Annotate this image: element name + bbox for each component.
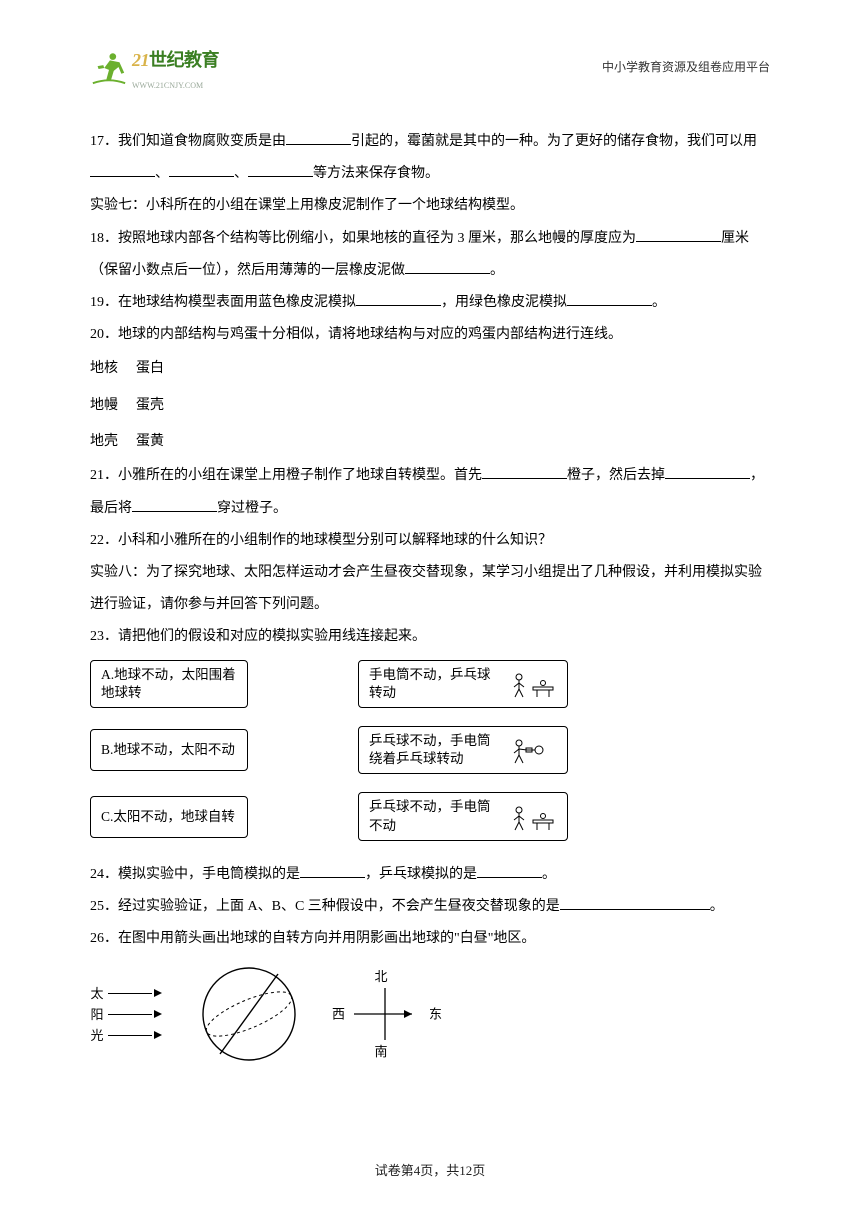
blank [567,289,652,306]
blank [560,893,710,910]
sun-label-2: 阳 [90,1008,104,1021]
match-left-2: 地幔 [90,398,118,413]
logo: 21世纪教育 WWW.21CNJY.COM [90,40,219,96]
q17b-text: 引起的，霉菌就是其中的一种。为了更好的储存食物，我们可以用 [351,134,757,149]
q21-text: 21．小雅所在的小组在课堂上用橙子制作了地球自转模型。首先 [90,468,482,483]
blank [132,495,217,512]
box-a-left: A.地球不动，太阳围着地球转 [90,660,248,708]
q25-text: 25．经过实验验证，上面 A、B、C 三种假设中，不会产生昼夜交替现象的是 [90,899,560,914]
boxes-matching: A.地球不动，太阳围着地球转 手电筒不动，乒乓球转动 B.地球不动，太阳不动 乒… [90,660,770,841]
header-right-text: 中小学教育资源及组卷应用平台 [602,54,770,82]
match-left-1: 地核 [90,361,118,376]
q19-text: 19．在地球结构模型表面用蓝色橡皮泥模拟 [90,295,356,310]
question-19: 19．在地球结构模型表面用蓝色橡皮泥模拟 ，用绿色橡皮泥模拟 。 [90,287,770,319]
blank [482,463,567,480]
q17e-text: 等方法来保存食物。 [313,166,439,181]
match-row-3: 地壳 蛋黄 [90,424,770,460]
match-row-2: 地幔 蛋壳 [90,388,770,424]
document-body: 17．我们知道食物腐败变质是由 引起的，霉菌就是其中的一种。为了更好的储存食物，我… [90,126,770,1069]
box-c-right: 乒乓球不动，手电筒不动 [358,792,568,840]
compass-south: 南 [374,1045,387,1058]
q24-text: 24．模拟实验中，手电筒模拟的是 [90,867,300,882]
match-left-3: 地壳 [90,434,118,449]
sun-label-3: 光 [90,1029,104,1042]
blank [356,289,441,306]
q24c-text: 。 [542,867,556,882]
sun-ray: 光 [90,1029,162,1042]
blank [405,257,490,274]
earth-rotation-diagram: 太 阳 光 北 南 西 东 [90,959,770,1069]
box-c-left: C.太阳不动，地球自转 [90,796,248,838]
blank [286,128,351,145]
q19c-text: 。 [652,295,666,310]
box-row-c: C.太阳不动，地球自转 乒乓球不动，手电筒不动 [90,792,770,840]
sun-label-1: 太 [90,987,104,1000]
match-right-2: 蛋壳 [136,398,164,413]
box-a-right: 手电筒不动，乒乓球转动 [358,660,568,708]
blank [665,463,750,480]
blank [248,160,313,177]
box-a-right-text: 手电筒不动，乒乓球转动 [369,666,503,702]
sun-ray: 太 [90,987,162,1000]
logo-cn: 世纪教育 [149,50,219,70]
blank [169,160,234,177]
q25b-text: 。 [710,899,724,914]
blank [90,160,155,177]
question-20: 20．地球的内部结构与鸡蛋十分相似，请将地球结构与对应的鸡蛋内部结构进行连线。 [90,319,770,351]
runner-icon [90,49,128,87]
logo-21: 21 [132,50,149,70]
q21b-text: 橙子，然后去掉 [567,468,665,483]
q18c-text: 。 [490,263,504,278]
blank [477,861,542,878]
compass-east: 东 [429,1008,442,1021]
experiment-7: 实验七：小科所在的小组在课堂上用橡皮泥制作了一个地球结构模型。 [90,190,770,222]
question-22: 22．小科和小雅所在的小组制作的地球模型分别可以解释地球的什么知识？ [90,525,770,557]
sun-ray: 阳 [90,1008,162,1021]
box-b-right-text: 乒乓球不动，手电筒绕着乒乓球转动 [369,732,503,768]
match-right-3: 蛋黄 [136,434,164,449]
q17-text: 17．我们知道食物腐败变质是由 [90,134,286,149]
question-21: 21．小雅所在的小组在课堂上用橙子制作了地球自转模型。首先橙子，然后去掉，最后将… [90,460,770,524]
box-row-a: A.地球不动，太阳围着地球转 手电筒不动，乒乓球转动 [90,660,770,708]
page-header: 21世纪教育 WWW.21CNJY.COM 中小学教育资源及组卷应用平台 [90,40,770,96]
box-b-right: 乒乓球不动，手电筒绕着乒乓球转动 [358,726,568,774]
q19b-text: ，用绿色橡皮泥模拟 [441,295,567,310]
experiment-icon [509,669,557,699]
blank [300,861,365,878]
question-24: 24．模拟实验中，手电筒模拟的是 ，乒乓球模拟的是 。 [90,859,770,891]
question-26: 26．在图中用箭头画出地球的自转方向并用阴影画出地球的"白昼"地区。 [90,923,770,955]
match-right-1: 蛋白 [136,361,164,376]
question-18: 18．按照地球内部各个结构等比例缩小，如果地核的直径为 3 厘米，那么地幔的厚度… [90,223,770,287]
globe-icon [194,959,304,1069]
sunlight-arrows: 太 阳 光 [90,987,162,1042]
question-23: 23．请把他们的假设和对应的模拟实验用线连接起来。 [90,621,770,653]
page-footer: 试卷第4页，共12页 [0,1156,860,1186]
compass-west: 西 [332,1008,345,1021]
q18-text: 18．按照地球内部各个结构等比例缩小，如果地核的直径为 3 厘米，那么地幔的厚度… [90,231,636,246]
box-b-left: B.地球不动，太阳不动 [90,729,248,771]
blank [636,225,721,242]
q17d-text: 、 [234,166,248,181]
experiment-icon [509,735,557,765]
match-row-1: 地核 蛋白 [90,351,770,387]
logo-text: 21世纪教育 WWW.21CNJY.COM [132,40,219,96]
q24b-text: ，乒乓球模拟的是 [365,867,477,882]
experiment-8: 实验八：为了探究地球、太阳怎样运动才会产生昼夜交替现象，某学习小组提出了几种假设… [90,557,770,621]
box-c-right-text: 乒乓球不动，手电筒不动 [369,798,503,834]
q21d-text: 穿过橙子。 [217,501,287,516]
box-row-b: B.地球不动，太阳不动 乒乓球不动，手电筒绕着乒乓球转动 [90,726,770,774]
question-17: 17．我们知道食物腐败变质是由 引起的，霉菌就是其中的一种。为了更好的储存食物，我… [90,126,770,190]
compass-icon: 北 南 西 东 [336,974,426,1054]
experiment-icon [509,802,557,832]
question-25: 25．经过实验验证，上面 A、B、C 三种假设中，不会产生昼夜交替现象的是 。 [90,891,770,923]
q17c-text: 、 [155,166,169,181]
